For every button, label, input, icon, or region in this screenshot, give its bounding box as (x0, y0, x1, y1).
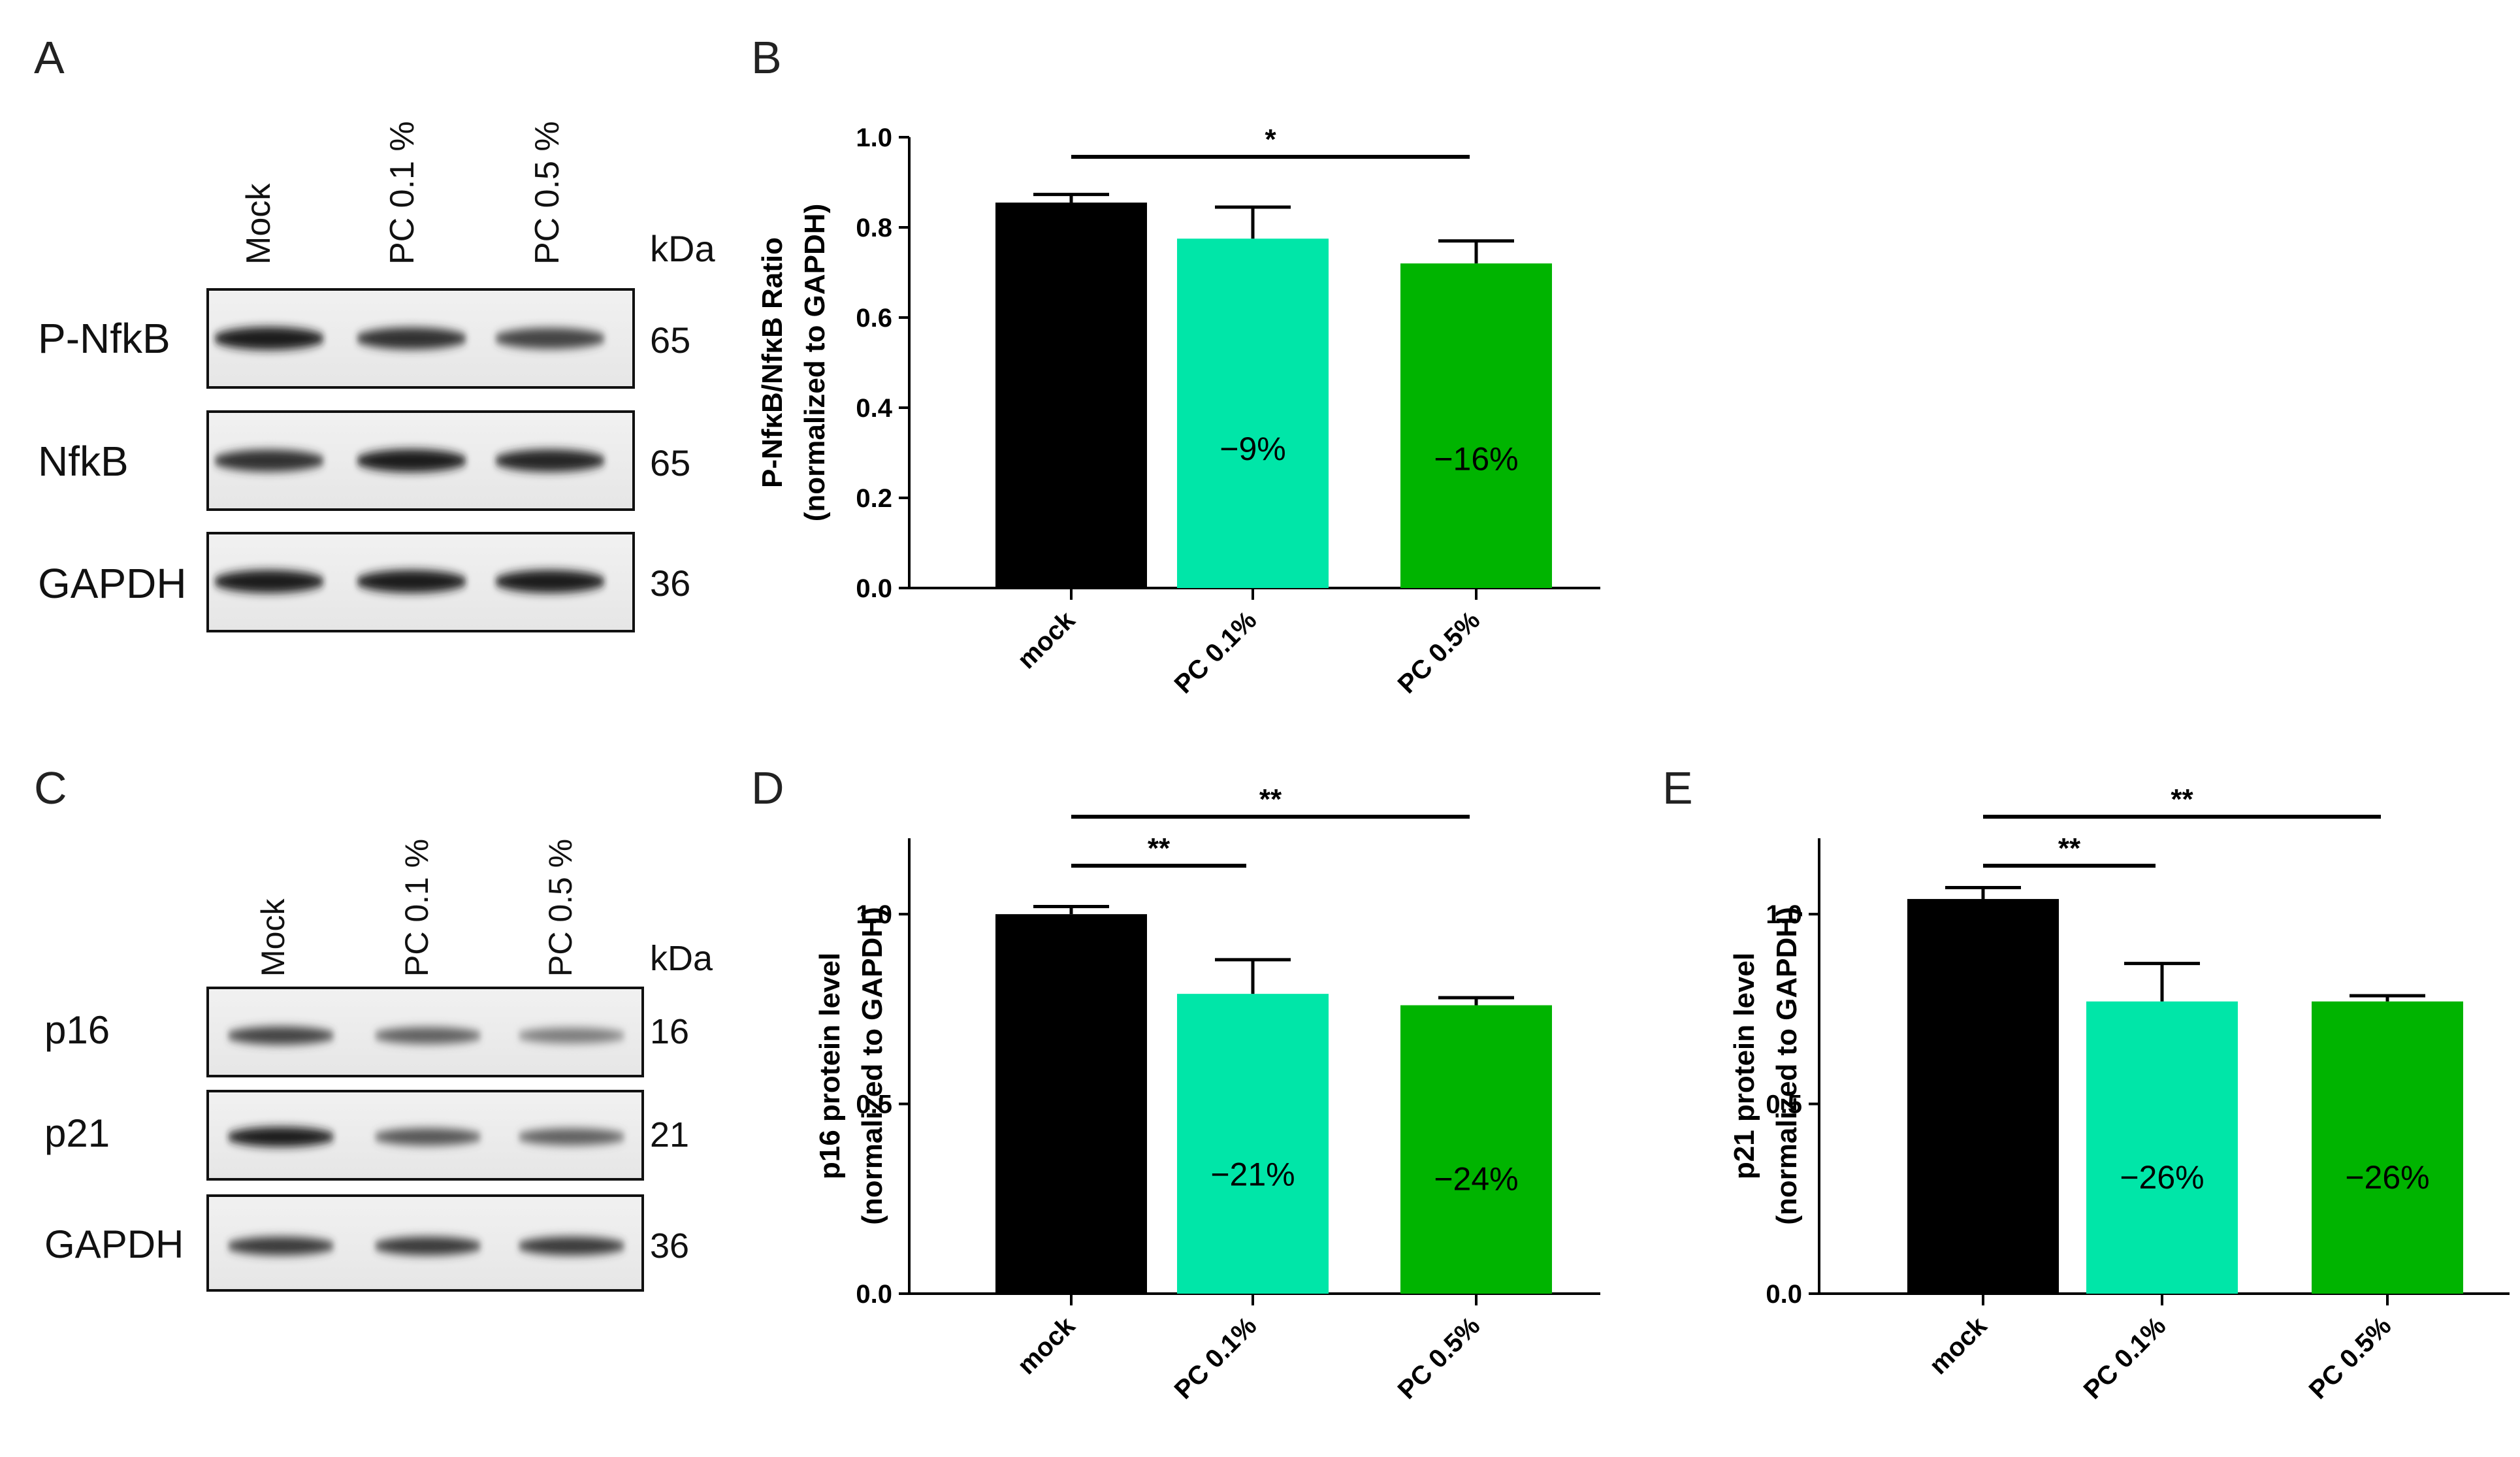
y-tick-label: 1.0 (1766, 900, 1802, 929)
blot-band (374, 1128, 482, 1146)
blot-band (214, 570, 325, 593)
band-group (214, 570, 606, 593)
y-tick-label: 0.0 (1766, 1280, 1802, 1309)
western-blot-a: Mock PC 0.1 % PC 0.5 % kDa P-NfkB 65 Nfk… (38, 121, 715, 632)
blot-band (494, 570, 606, 593)
blot-band (517, 1027, 626, 1044)
bar-percent-label: −21% (1210, 1156, 1295, 1192)
blot-band (374, 1027, 482, 1044)
protein-label-nfkb: NfkB (38, 438, 129, 485)
lane-label-pc-0-5: PC 0.5 % (528, 121, 566, 265)
panel-letter-c: C (34, 762, 67, 813)
y-tick-label: 0.8 (856, 214, 892, 242)
lane-label-pc-0-5: PC 0.5 % (542, 839, 579, 977)
y-axis-label: (normalized to GAPDH) (1771, 907, 1803, 1224)
lane-label-pc-0-1: PC 0.1 % (383, 121, 421, 265)
panel-letter-a: A (34, 32, 65, 83)
blot-row-p-nfkb: P-NfkB 65 (38, 288, 690, 389)
blot-row-gapdh: GAPDH 36 (44, 1194, 689, 1292)
kda-value: 16 (650, 1012, 689, 1051)
blot-row-p16: p16 16 (44, 987, 689, 1077)
y-axis-label: (normalized to GAPDH) (856, 907, 888, 1224)
band-group (227, 1126, 626, 1147)
y-axis-label: P-NfκB/NfκB Ratio (756, 237, 788, 488)
bar-mock (995, 914, 1147, 1294)
panel-letter-e: E (1662, 762, 1693, 813)
protein-label-p16: p16 (44, 1008, 110, 1052)
band-group (214, 449, 606, 472)
blot-band (227, 1126, 335, 1147)
blot-band (494, 327, 606, 350)
y-tick-label: 0.4 (856, 394, 892, 423)
blot-band (494, 449, 606, 472)
bar-pc-0-5 (1400, 1005, 1552, 1294)
y-tick-label: 1.0 (856, 900, 892, 929)
western-blot-c: Mock PC 0.1 % PC 0.5 % kDa p16 16 p21 21… (44, 839, 713, 1292)
kda-value: 65 (650, 319, 690, 361)
y-tick-label: 0.6 (856, 304, 892, 333)
kda-value: 21 (650, 1115, 689, 1154)
y-tick-label: 0.0 (856, 1280, 892, 1309)
blot-band (227, 1026, 335, 1045)
bar-pc-0-1 (2086, 1001, 2238, 1294)
protein-label-gapdh: GAPDH (44, 1222, 184, 1266)
significance-label: * (1265, 123, 1276, 156)
y-axis-label: (normalized to GAPDH) (799, 204, 831, 521)
bar-percent-label: −26% (2345, 1159, 2429, 1196)
significance-label: ** (1259, 783, 1282, 815)
bar-percent-label: −9% (1220, 431, 1285, 467)
bar-pc-0-1 (1177, 238, 1329, 588)
blot-band (517, 1128, 626, 1145)
blot-row-p21: p21 21 (44, 1090, 689, 1181)
y-axis-label: p21 protein level (1728, 953, 1760, 1179)
bar-pc-0-1 (1177, 994, 1329, 1294)
lane-label-mock: Mock (255, 898, 291, 977)
blot-band (356, 570, 467, 593)
bar-mock (995, 203, 1147, 588)
blot-band (214, 450, 325, 472)
protein-label-p-nfkb: P-NfkB (38, 315, 170, 362)
bar-percent-label: −24% (1434, 1160, 1518, 1197)
blot-band (374, 1236, 482, 1256)
lane-label-pc-0-1: PC 0.1 % (398, 839, 435, 977)
blot-band (356, 449, 467, 472)
lane-label-mock: Mock (240, 183, 278, 265)
bar-mock (1907, 898, 2059, 1294)
blot-row-nfkb: NfkB 65 (38, 410, 690, 511)
protein-label-gapdh: GAPDH (38, 560, 187, 607)
panel-letter-d: D (751, 762, 784, 813)
y-tick-label: 1.0 (856, 123, 892, 152)
bar-pc-0-5 (2312, 1001, 2463, 1294)
significance-label: ** (2058, 832, 2081, 864)
kda-value: 36 (650, 1226, 689, 1266)
kda-value: 36 (650, 563, 690, 604)
band-group (227, 1236, 626, 1256)
y-tick-label: 0.5 (1766, 1090, 1802, 1119)
band-group (214, 327, 606, 350)
significance-label: ** (1148, 832, 1171, 864)
kda-label: kDa (650, 228, 715, 269)
y-tick-label: 0.5 (856, 1090, 892, 1119)
bar-percent-label: −16% (1434, 440, 1518, 477)
blot-band (356, 327, 467, 350)
y-axis-label: p16 protein level (814, 953, 846, 1179)
bar-percent-label: −26% (2120, 1159, 2204, 1196)
kda-value: 65 (650, 442, 690, 483)
blot-row-gapdh: GAPDH 36 (38, 532, 690, 632)
blot-band (214, 327, 325, 350)
bar-pc-0-5 (1400, 263, 1552, 588)
blot-band (517, 1236, 626, 1256)
band-group (227, 1026, 626, 1045)
y-tick-label: 0.0 (856, 574, 892, 603)
panel-letter-b: B (751, 32, 782, 83)
blot-band (227, 1236, 335, 1256)
significance-label: ** (2171, 783, 2193, 815)
protein-label-p21: p21 (44, 1111, 110, 1155)
kda-label: kDa (650, 939, 713, 978)
y-tick-label: 0.2 (856, 484, 892, 513)
